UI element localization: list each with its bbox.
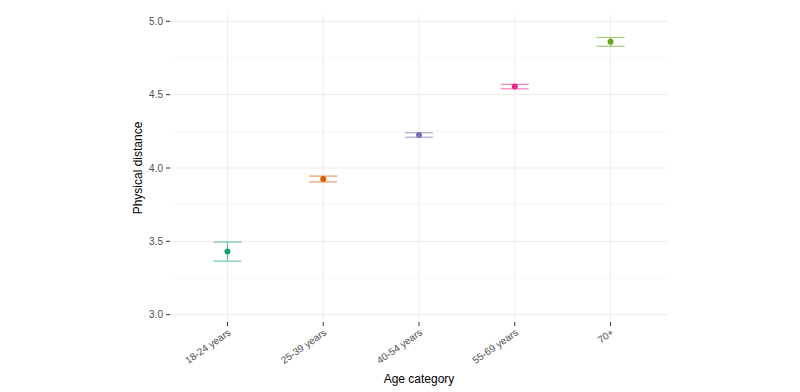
grid-line-x xyxy=(227,14,228,322)
x-tick xyxy=(514,322,515,326)
point xyxy=(608,39,614,45)
x-tick-label: 55-69 years xyxy=(470,327,520,366)
error-bar-cap xyxy=(213,241,241,242)
x-tick-label: 18-24 years xyxy=(183,327,233,366)
point xyxy=(320,176,326,182)
x-tick-label: 40-54 years xyxy=(375,327,425,366)
error-bar xyxy=(501,84,529,88)
y-tick-label: 3.0 xyxy=(149,309,163,320)
y-tick xyxy=(166,168,170,169)
x-tick xyxy=(419,322,420,326)
error-bar-cap xyxy=(213,261,241,262)
x-tick xyxy=(323,322,324,326)
error-bar xyxy=(597,37,625,46)
x-axis-title: Age category xyxy=(384,372,455,386)
y-tick xyxy=(166,94,170,95)
y-tick xyxy=(166,21,170,22)
plot-panel xyxy=(170,14,668,322)
point xyxy=(512,84,518,90)
x-tick xyxy=(227,322,228,326)
grid-line-x xyxy=(514,14,515,322)
point xyxy=(224,249,230,255)
point xyxy=(416,132,422,138)
grid-line-x xyxy=(610,14,611,322)
y-tick-label: 4.0 xyxy=(149,163,163,174)
y-tick-label: 3.5 xyxy=(149,236,163,247)
chart-container: 3.0 3.5 4.0 4.5 5.0 18-24 years 25-39 years 40-… xyxy=(0,0,800,392)
error-bar xyxy=(309,176,337,182)
y-tick xyxy=(166,314,170,315)
chart-svg: 3.0 3.5 4.0 4.5 5.0 18-24 years 25-39 years 40-… xyxy=(0,0,800,392)
grid-line-x xyxy=(419,14,420,322)
x-tick-label: 70+ xyxy=(595,327,615,346)
error-bar-cap xyxy=(597,37,625,38)
error-bar xyxy=(213,242,241,261)
y-tick xyxy=(166,241,170,242)
x-tick xyxy=(610,322,611,326)
grid-line-x xyxy=(323,14,324,322)
y-tick-label: 4.5 xyxy=(149,89,163,100)
error-bar xyxy=(405,133,433,137)
x-tick-label: 25-39 years xyxy=(279,327,329,366)
marks xyxy=(213,37,624,261)
y-tick-label: 5.0 xyxy=(149,16,163,27)
error-bar-cap xyxy=(597,46,625,47)
y-axis-title: Physical distance xyxy=(131,121,145,214)
